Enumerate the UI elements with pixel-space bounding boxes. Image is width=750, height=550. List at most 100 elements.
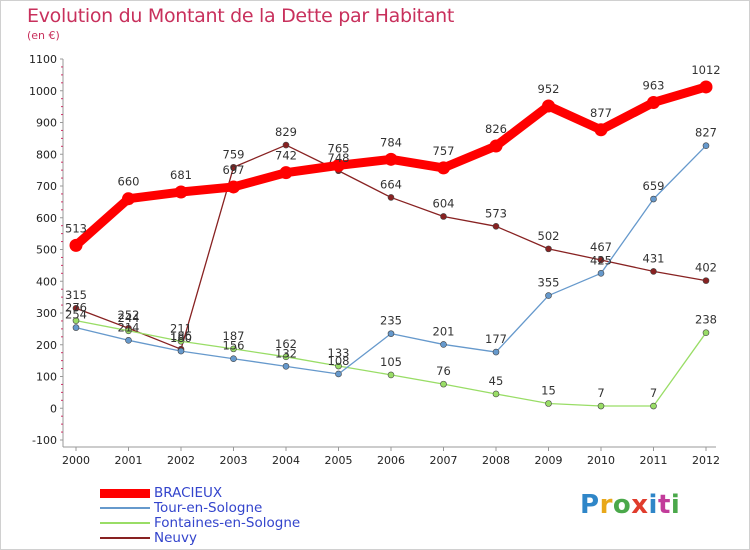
data-label: 660	[118, 175, 140, 189]
y-tick-label: 700	[36, 180, 57, 193]
data-label: 15	[541, 383, 556, 397]
data-point	[174, 185, 188, 199]
logo-letter: i	[670, 490, 681, 520]
data-label: 759	[223, 147, 245, 161]
data-label: 742	[275, 149, 297, 163]
data-label: 826	[485, 122, 507, 136]
y-tick-label: 500	[36, 244, 57, 257]
legend-label: Neuvy	[154, 530, 197, 546]
y-tick-label: 1000	[29, 85, 57, 98]
x-tick-label: 2002	[167, 454, 195, 467]
x-tick-label: 2004	[272, 454, 300, 467]
logo-letter: i	[648, 490, 658, 520]
data-label: 105	[380, 355, 402, 369]
data-point	[437, 161, 450, 175]
data-label: 45	[489, 374, 504, 388]
data-point	[597, 270, 605, 277]
data-label: 156	[223, 339, 245, 353]
data-point	[440, 213, 447, 220]
data-point	[387, 194, 395, 201]
logo-letter: x	[631, 490, 649, 520]
data-point	[230, 345, 237, 353]
data-point	[282, 141, 290, 149]
data-label: 187	[223, 329, 245, 343]
x-tick-label: 2006	[377, 454, 405, 467]
data-label: 827	[695, 126, 717, 140]
logo-letter: P	[580, 490, 600, 520]
data-label: 1012	[691, 63, 720, 77]
data-point	[279, 166, 293, 180]
data-label: 784	[380, 135, 402, 149]
x-tick-label: 2012	[692, 454, 720, 467]
data-point	[335, 362, 342, 370]
data-label: 7	[650, 386, 657, 400]
data-point	[72, 317, 80, 324]
data-label: 254	[65, 308, 87, 322]
data-point	[702, 329, 710, 336]
data-label: 244	[118, 311, 140, 325]
legend-swatch	[100, 488, 150, 498]
data-label: 748	[328, 151, 350, 165]
data-label: 513	[65, 221, 87, 235]
data-point	[597, 256, 605, 264]
data-label: 276	[65, 301, 87, 315]
legend-swatch	[100, 537, 150, 539]
legend-label: Fontaines-en-Sologne	[154, 515, 301, 531]
data-point	[650, 402, 657, 410]
logo-letter: o	[612, 490, 632, 520]
chart-title: Evolution du Montant de la Dette par Hab…	[27, 5, 455, 27]
data-point	[230, 163, 237, 171]
data-label: 697	[223, 163, 245, 177]
data-point	[545, 400, 552, 407]
data-point	[699, 80, 713, 94]
x-tick-label: 2005	[325, 454, 353, 467]
data-point	[440, 341, 447, 348]
data-point	[387, 371, 395, 379]
data-label: 664	[380, 177, 402, 191]
x-tick-label: 2010	[587, 454, 615, 467]
data-point	[282, 363, 290, 370]
data-point	[492, 223, 500, 230]
data-label: 431	[643, 251, 665, 265]
legend-item: Neuvy	[100, 530, 360, 546]
data-label: 765	[328, 141, 350, 155]
data-label: 681	[170, 168, 192, 182]
data-point	[122, 192, 135, 206]
y-tick-label: 1100	[29, 53, 57, 66]
data-point	[594, 123, 608, 137]
data-point	[387, 330, 395, 337]
data-point	[72, 304, 80, 312]
data-point	[230, 355, 237, 363]
data-point	[492, 348, 500, 356]
data-label: 573	[485, 206, 507, 220]
data-point	[384, 152, 398, 166]
data-point	[69, 238, 83, 252]
y-tick-label: 600	[36, 212, 57, 225]
data-label: 201	[433, 324, 455, 338]
data-label: 76	[436, 364, 451, 378]
data-point	[177, 347, 185, 355]
data-point	[542, 99, 555, 113]
data-point	[227, 180, 240, 194]
data-label: 963	[643, 78, 665, 92]
data-point	[440, 380, 447, 388]
data-label: 238	[695, 313, 717, 327]
data-label: 659	[643, 179, 665, 193]
y-tick-label: 800	[36, 148, 57, 161]
logo-letter: t	[657, 490, 671, 520]
legend-item: Fontaines-en-Sologne	[100, 515, 360, 531]
data-point	[125, 327, 132, 335]
data-point	[545, 292, 552, 299]
data-point	[545, 245, 552, 253]
legend-label: Tour-en-Sologne	[154, 500, 263, 516]
legend-swatch	[100, 507, 150, 509]
x-tick-label: 2007	[430, 454, 458, 467]
data-label: 235	[380, 314, 402, 328]
y-tick-label: 0	[50, 402, 57, 415]
data-label: 315	[65, 288, 87, 302]
legend-item: BRACIEUX	[100, 485, 360, 501]
y-tick-label: -100	[32, 434, 57, 447]
data-label: 829	[275, 125, 297, 139]
data-label: 133	[328, 346, 350, 360]
